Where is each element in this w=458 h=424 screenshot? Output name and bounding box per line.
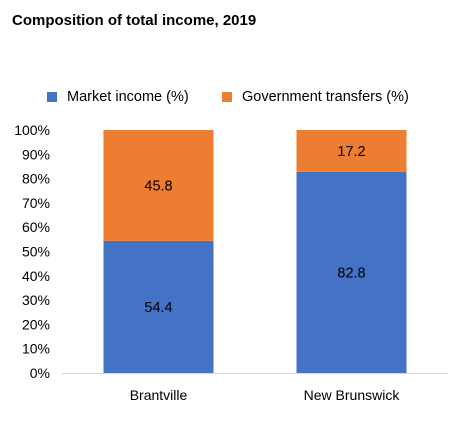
bar-segment-government-transfers — [296, 130, 407, 172]
y-tick-label: 40% — [22, 268, 50, 284]
y-tick-label: 30% — [22, 292, 50, 308]
chart-title: Composition of total income, 2019 — [12, 12, 257, 29]
legend-item-market-income: Market income (%) — [47, 89, 189, 105]
y-tick-label: 90% — [22, 146, 50, 162]
y-tick-label: 100% — [14, 122, 50, 138]
legend-label-market-income: Market income (%) — [67, 89, 189, 105]
bar-segment-market-income — [296, 171, 407, 373]
data-label: 45.8 — [144, 178, 172, 194]
bar-segment-market-income — [103, 240, 214, 373]
y-tick-label: 20% — [22, 316, 50, 332]
data-label: 17.2 — [337, 144, 365, 160]
bar-segment-government-transfers — [103, 130, 214, 241]
y-tick-label: 60% — [22, 219, 50, 235]
y-tick-label: 70% — [22, 195, 50, 211]
legend: Market income (%) Government transfers (… — [0, 89, 458, 109]
legend-swatch-market-income — [47, 92, 57, 102]
y-tick-label: 0% — [30, 365, 50, 381]
x-tick-label: New Brunswick — [304, 387, 401, 403]
y-tick-label: 80% — [22, 171, 50, 187]
y-tick-label: 10% — [22, 341, 50, 357]
x-tick-label: Brantville — [130, 387, 188, 403]
legend-item-government-transfers: Government transfers (%) — [222, 89, 409, 105]
data-label: 54.4 — [144, 300, 172, 316]
y-tick-label: 50% — [22, 244, 50, 260]
legend-label-government-transfers: Government transfers (%) — [242, 89, 409, 105]
data-label: 82.8 — [337, 265, 365, 281]
legend-swatch-government-transfers — [222, 92, 232, 102]
